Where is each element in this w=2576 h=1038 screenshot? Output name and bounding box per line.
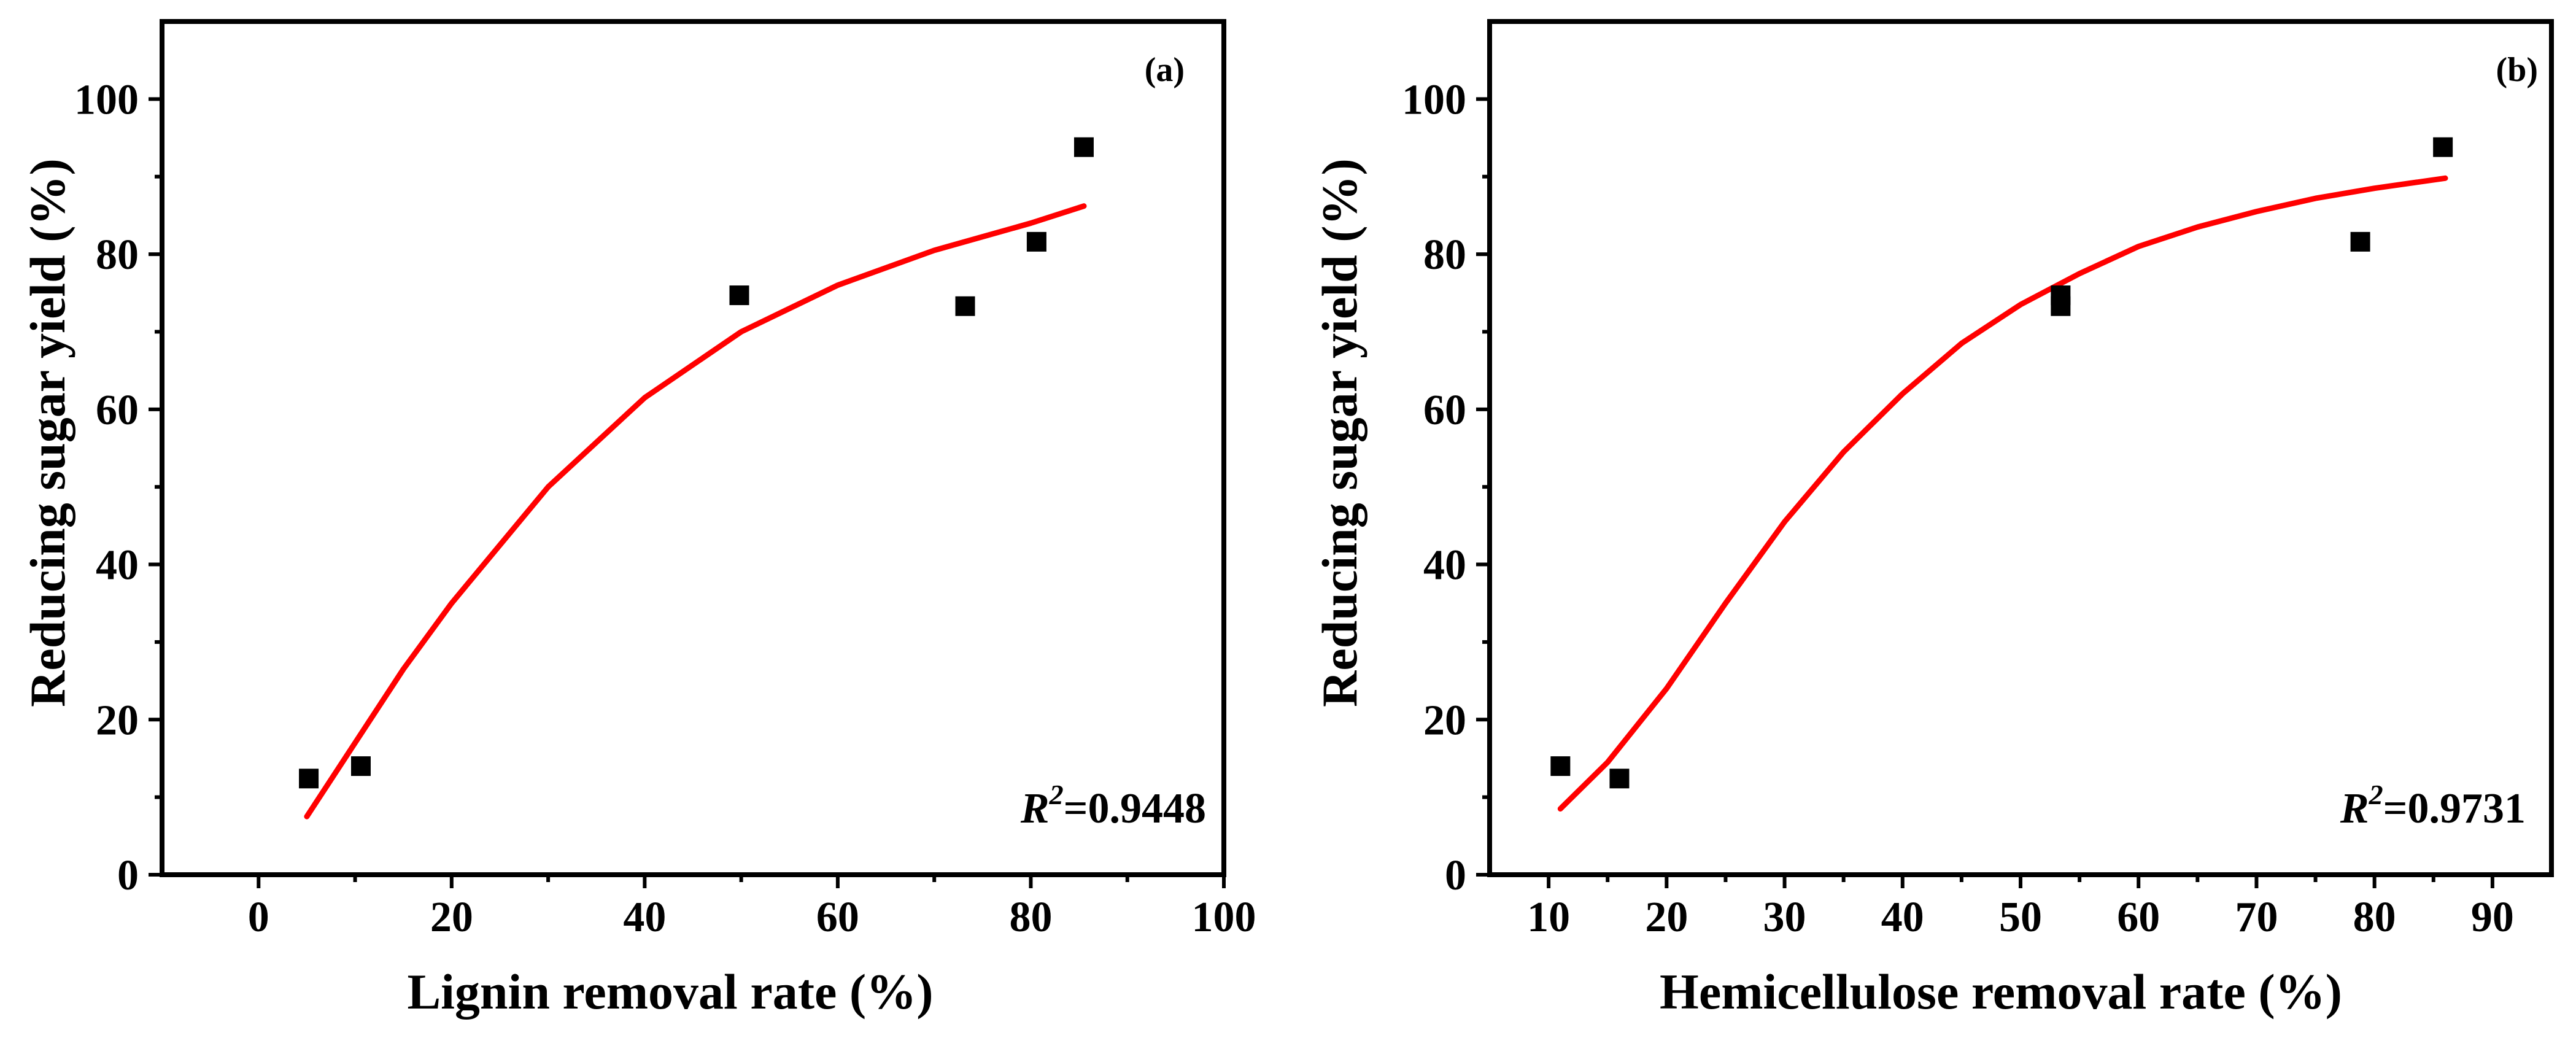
fit-curve-b	[1557, 175, 2448, 812]
data-point-a	[350, 756, 371, 777]
x-tick-label-b: 90	[2471, 894, 2514, 941]
tick-labels-b: 10 20 30 40 50 60 70 80 90 0 20 40 60 80 100	[1402, 76, 2514, 941]
y-tick-label-a: 60	[96, 387, 139, 434]
x-axis-title-b: Hemicellulose removal rate (%)	[1660, 964, 2342, 1020]
data-point-a	[729, 285, 749, 306]
data-point-a	[299, 769, 319, 789]
x-tick-label-a: 80	[1009, 894, 1052, 941]
data-point-a	[955, 296, 975, 316]
x-tick-label-b: 50	[1999, 894, 2042, 941]
x-tick-label-b: 70	[2235, 894, 2278, 941]
y-tick-label-b: 80	[1423, 231, 1466, 279]
y-tick-label-a: 100	[74, 76, 139, 123]
x-tick-label-b: 60	[2117, 894, 2160, 941]
points-a	[299, 137, 1094, 789]
data-point-a	[1026, 231, 1046, 252]
x-tick-label-a: 40	[623, 894, 666, 941]
x-axis-title-a: Lignin removal rate (%)	[407, 964, 933, 1020]
ticks-b	[1476, 97, 2494, 888]
r2-superscript-b: 2	[2369, 779, 2383, 810]
x-tick-label-a: 0	[248, 894, 269, 941]
y-tick-label-a: 20	[96, 697, 139, 744]
r2-symbol-b: R	[2340, 785, 2369, 832]
x-tick-label-a: 60	[816, 894, 859, 941]
tick-labels-a: 0 20 40 60 80 100 0 20 40 60 80 100	[74, 76, 1256, 941]
x-tick-label-a: 100	[1192, 894, 1256, 941]
x-tick-label-b: 40	[1881, 894, 1924, 941]
x-tick-label-b: 20	[1645, 894, 1688, 941]
data-point-a	[1073, 137, 1094, 157]
y-tick-label-a: 80	[96, 231, 139, 279]
fit-curve-group-a	[304, 203, 1087, 819]
plot-frame-b	[1487, 19, 2554, 877]
y-tick-label-b: 20	[1423, 697, 1466, 744]
r2-annotation-a: R2=0.9448	[1020, 779, 1206, 832]
y-tick-label-b: 0	[1445, 852, 1466, 899]
data-point-b	[2350, 231, 2370, 252]
y-tick-label-a: 40	[96, 542, 139, 589]
points-b	[1550, 137, 2453, 789]
r2-annotation-b: R2=0.9731	[2340, 779, 2526, 832]
r2-value-b: =0.9731	[2383, 785, 2526, 832]
r2-symbol-a: R	[1020, 785, 1050, 832]
y-axis-title-a: Reducing sugar yield (%)	[20, 158, 75, 707]
panel-a: 0 20 40 60 80 100 0 20 40 60 80 100 (a) R2=0.9448 L…	[20, 19, 1256, 1020]
fit-curve-group-b	[1557, 175, 2448, 812]
panel-label-a: (a)	[1145, 51, 1185, 89]
y-tick-label-a: 0	[117, 852, 139, 899]
y-tick-label-b: 60	[1423, 387, 1466, 434]
r2-superscript-a: 2	[1049, 779, 1064, 810]
data-point-b	[1550, 756, 1571, 777]
r2-value-a: =0.9448	[1064, 785, 1206, 832]
x-tick-label-a: 20	[430, 894, 473, 941]
plot-frame-a	[160, 19, 1226, 877]
x-tick-label-b: 80	[2353, 894, 2396, 941]
data-point-b	[1609, 769, 1630, 789]
data-point-b	[2433, 137, 2453, 157]
y-axis-title-b: Reducing sugar yield (%)	[1312, 158, 1367, 707]
x-tick-label-b: 30	[1763, 894, 1806, 941]
y-tick-label-b: 40	[1423, 542, 1466, 589]
x-tick-label-b: 10	[1527, 894, 1570, 941]
ticks-a	[149, 97, 1226, 888]
y-tick-label-b: 100	[1402, 76, 1466, 123]
panel-label-b: (b)	[2496, 51, 2538, 89]
panel-b: 10 20 30 40 50 60 70 80 90 0 20 40 60 80 100 (b) R2=0.…	[1312, 19, 2554, 1020]
fit-curve-a	[304, 203, 1087, 819]
data-point-b	[2051, 296, 2071, 316]
